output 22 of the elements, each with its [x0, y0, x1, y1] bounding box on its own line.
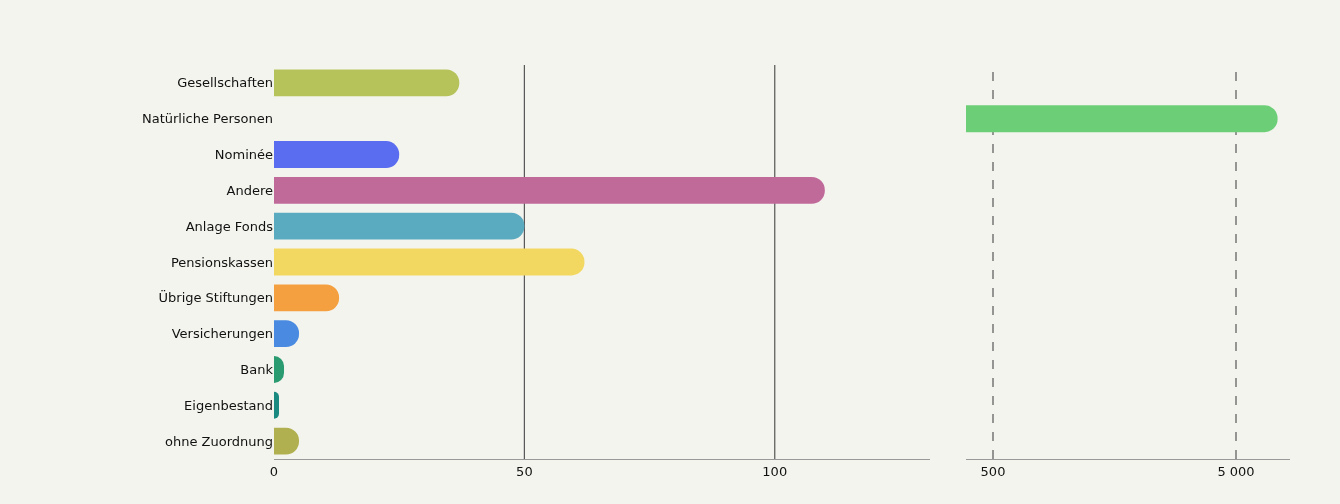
- x-tick-label: 5 000: [1217, 463, 1255, 479]
- y-tick-label: Übrige Stiftungen: [158, 289, 273, 306]
- x-tick-label: 500: [980, 463, 1006, 479]
- y-tick-label: Nominée: [214, 147, 273, 163]
- y-tick-label: Natürliche Personen: [141, 111, 273, 127]
- y-tick-label: Andere: [226, 182, 273, 198]
- bar: [274, 176, 825, 204]
- y-tick-label: Versicherungen: [171, 326, 273, 342]
- y-tick-label: Bank: [240, 362, 274, 377]
- bar: [274, 69, 460, 97]
- x-tick-label: 0: [269, 463, 279, 479]
- bar: [274, 284, 340, 312]
- bar: [274, 212, 525, 240]
- y-tick-label: Gesellschaften: [177, 75, 273, 91]
- y-tick-label: Pensionskassen: [170, 254, 273, 270]
- x-tick-label: 100: [762, 463, 788, 479]
- x-tick-label: 50: [516, 463, 533, 479]
- y-tick-label: Anlage Fonds: [185, 218, 274, 234]
- bar: [274, 248, 585, 276]
- y-tick-label: Eigenbestand: [184, 397, 273, 413]
- y-tick-label: ohne Zuordnung: [165, 433, 273, 449]
- bar: [274, 141, 400, 168]
